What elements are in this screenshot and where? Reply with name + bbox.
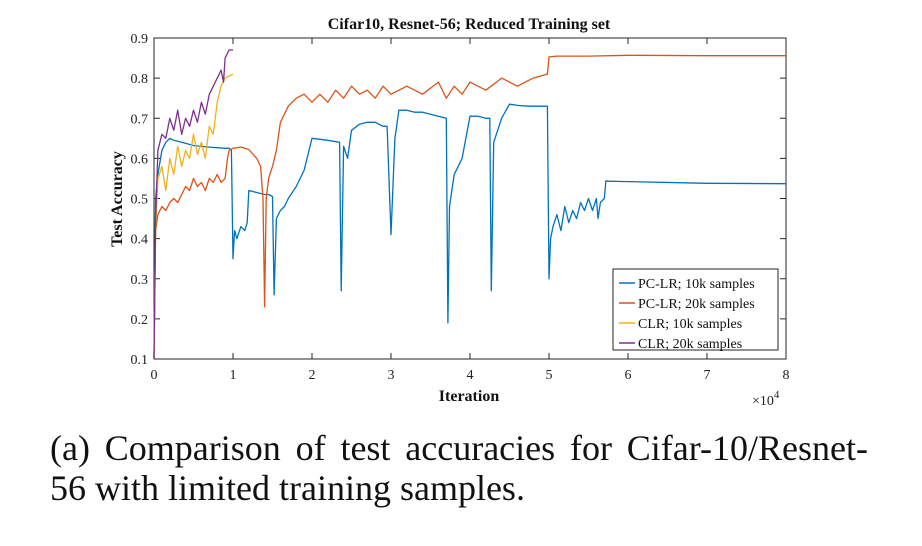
y-tick-label: 0.6 (131, 152, 149, 167)
x-tick-label: 5 (546, 368, 553, 383)
legend-box (612, 268, 779, 351)
series-line-4 (153, 49, 233, 360)
legend-entry-2: PC-LR; 20k samples (638, 297, 755, 312)
x-multiplier: ×104 (752, 389, 780, 409)
x-tick-label: 4 (467, 368, 474, 383)
x-tick-label: 3 (388, 368, 395, 383)
legend-entry-1: PC-LR; 10k samples (638, 277, 755, 292)
legend-entry-4: CLR; 20k samples (638, 337, 742, 352)
series-line-3 (153, 73, 234, 360)
x-tick-label: 0 (151, 368, 158, 383)
x-tick-label: 6 (625, 368, 632, 383)
series-lines (153, 49, 787, 360)
legend: PC-LR; 10k samples PC-LR; 20k samples CLR;… (612, 268, 779, 352)
x-tick-label: 2 (309, 368, 316, 383)
y-tick-label: 0.8 (131, 72, 149, 87)
y-tick-label: 0.5 (131, 193, 149, 208)
series-line-2 (153, 54, 786, 360)
y-tick-label: 0.1 (131, 353, 149, 368)
axis-ticks: 0 1 2 3 4 5 6 7 8 0.1 0.2 0.3 0.4 0.5 0.6 0.7 0.8 0.9 (131, 32, 790, 383)
y-tick-label: 0.4 (131, 233, 149, 248)
chart: Cifar10, Resnet-56; Reduced Training set… (109, 16, 790, 409)
legend-entry-3: CLR; 10k samples (638, 317, 742, 332)
figure-caption: (a) Comparison of test accuracies for Ci… (50, 428, 868, 508)
series-line-1 (153, 103, 787, 360)
y-tick-label: 0.3 (131, 273, 149, 288)
y-tick-label: 0.9 (131, 32, 149, 47)
x-tick-label: 7 (704, 368, 711, 383)
x-axis-label: Iteration (439, 388, 500, 405)
chart-title: Cifar10, Resnet-56; Reduced Training set (328, 16, 611, 33)
y-tick-label: 0.7 (131, 112, 149, 127)
x-tick-label: 8 (783, 368, 790, 383)
x-tick-label: 1 (230, 368, 237, 383)
y-axis-label: Test Accuracy (109, 151, 126, 247)
y-tick-label: 0.2 (131, 313, 149, 328)
